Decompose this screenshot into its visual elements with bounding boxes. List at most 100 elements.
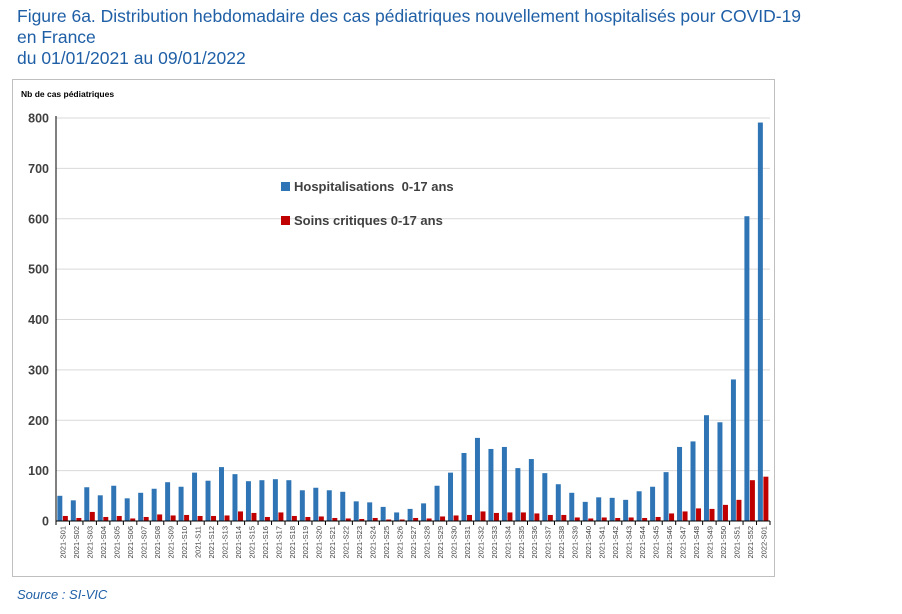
bar-hospitalisations-2021-S42 <box>609 497 615 521</box>
y-tick-label: 100 <box>28 464 49 478</box>
bar-soins-critiques-2021-S40 <box>588 518 594 521</box>
x-tick-label: 2021-S03 <box>86 526 95 559</box>
bar-hospitalisations-2021-S14 <box>232 474 238 521</box>
bar-soins-critiques-2021-S21 <box>332 517 338 521</box>
bar-hospitalisations-2021-S23 <box>353 501 359 521</box>
x-tick-label: 2021-S14 <box>234 526 243 559</box>
bar-soins-critiques-2021-S17 <box>278 512 284 521</box>
bar-soins-critiques-2021-S14 <box>238 511 243 521</box>
x-tick-label: 2021-S52 <box>746 526 755 559</box>
bar-soins-critiques-2021-S42 <box>615 517 621 521</box>
bar-soins-critiques-2021-S30 <box>453 515 459 521</box>
x-tick-label: 2021-S30 <box>449 526 458 559</box>
x-tick-label: 2021-S48 <box>692 526 701 559</box>
bar-hospitalisations-2021-S21 <box>326 490 332 521</box>
bar-hospitalisations-2021-S18 <box>286 480 292 521</box>
bar-hospitalisations-2021-S13 <box>219 467 224 521</box>
x-tick-label: 2021-S26 <box>396 526 405 559</box>
x-tick-label: 2021-S08 <box>153 526 162 559</box>
bar-soins-critiques-2021-S36 <box>534 513 540 521</box>
bar-soins-critiques-2021-S06 <box>130 518 136 521</box>
x-tick-label: 2021-S50 <box>719 526 728 559</box>
x-tick-label: 2021-S09 <box>167 526 176 559</box>
bar-soins-critiques-2021-S38 <box>561 514 567 521</box>
x-tick-label: 2021-S49 <box>705 526 714 559</box>
x-tick-label: 2021-S01 <box>59 526 68 559</box>
bar-hospitalisations-2021-S25 <box>380 506 386 521</box>
bar-hospitalisations-2021-S26 <box>394 512 400 521</box>
bar-soins-critiques-2021-S23 <box>359 518 365 521</box>
bar-hospitalisations-2021-S51 <box>730 379 736 521</box>
bar-soins-critiques-2021-S25 <box>386 519 392 521</box>
legend-label-soins-critiques: Soins critiques 0-17 ans <box>294 213 443 228</box>
x-tick-label: 2021-S33 <box>490 526 499 559</box>
bar-soins-critiques-2021-S07 <box>143 516 149 521</box>
bar-soins-critiques-2021-S47 <box>682 511 688 521</box>
x-tick-label: 2021-S27 <box>409 526 418 559</box>
bar-hospitalisations-2021-S52 <box>744 216 750 521</box>
y-tick-label: 600 <box>28 212 49 226</box>
y-tick-label: 700 <box>28 162 49 176</box>
bar-soins-critiques-2021-S52 <box>749 480 755 521</box>
y-axis-label: Nb de cas pédiatriques <box>21 89 114 99</box>
bar-soins-critiques-2021-S22 <box>345 518 351 521</box>
bar-hospitalisations-2021-S49 <box>703 415 709 521</box>
x-tick-label: 2021-S02 <box>72 526 81 559</box>
x-tick-label: 2021-S21 <box>328 526 337 559</box>
bar-hospitalisations-2021-S38 <box>555 484 561 521</box>
x-tick-label: 2021-S43 <box>625 526 634 559</box>
x-tick-label: 2021-S15 <box>247 526 256 559</box>
x-tick-label: 2021-S35 <box>517 526 526 559</box>
bar-hospitalisations-2021-S09 <box>165 482 171 521</box>
x-tick-label: 2021-S13 <box>220 526 229 559</box>
bar-soins-critiques-2021-S08 <box>157 514 163 521</box>
bar-hospitalisations-2021-S08 <box>151 488 157 521</box>
y-tick-label: 500 <box>28 263 49 277</box>
bars <box>57 122 769 521</box>
bar-hospitalisations-2021-S44 <box>636 491 642 521</box>
bar-hospitalisations-2021-S11 <box>192 472 198 521</box>
bar-soins-critiques-2021-S49 <box>709 508 715 521</box>
bar-soins-critiques-2021-S11 <box>197 515 203 521</box>
bar-soins-critiques-2021-S50 <box>722 504 728 521</box>
bar-hospitalisations-2022-S01 <box>757 122 763 521</box>
bar-soins-critiques-2021-S46 <box>669 513 675 521</box>
bar-soins-critiques-2021-S09 <box>170 515 176 521</box>
bar-hospitalisations-2021-S29 <box>434 485 440 521</box>
x-tick-label: 2021-S23 <box>355 526 364 559</box>
x-tick-label: 2021-S29 <box>436 526 445 559</box>
figure-title-line-2: en France <box>17 27 96 47</box>
chart-frame: Nb de cas pédiatriques 0 100 200 300 400 500 6… <box>12 79 775 577</box>
x-tick-label: 2021-S32 <box>476 526 485 559</box>
x-tick-label: 2021-S04 <box>99 526 108 559</box>
bar-soins-critiques-2021-S37 <box>547 514 553 521</box>
bar-soins-critiques-2021-S34 <box>507 512 513 521</box>
bar-hospitalisations-2021-S28 <box>421 503 427 521</box>
bar-hospitalisations-2021-S04 <box>97 495 103 521</box>
x-tick-label: 2021-S38 <box>557 526 566 559</box>
bar-soins-critiques-2021-S27 <box>413 517 419 521</box>
bar-soins-critiques-2021-S12 <box>211 515 217 521</box>
bar-hospitalisations-2021-S30 <box>448 472 454 521</box>
x-tick-label: 2021-S25 <box>382 526 391 559</box>
bar-hospitalisations-2021-S36 <box>528 459 534 521</box>
bar-hospitalisations-2021-S34 <box>501 446 507 521</box>
bar-hospitalisations-2021-S35 <box>515 468 521 521</box>
bar-hospitalisations-2021-S45 <box>650 486 656 521</box>
bar-soins-critiques-2021-S35 <box>520 512 526 521</box>
bar-hospitalisations-2021-S40 <box>582 501 588 521</box>
x-tick-label: 2021-S47 <box>678 526 687 559</box>
bar-hospitalisations-2021-S32 <box>474 437 480 521</box>
bar-soins-critiques-2021-S19 <box>305 516 311 521</box>
bar-hospitalisations-2021-S07 <box>138 492 144 521</box>
x-tick-label: 2021-S07 <box>140 526 149 559</box>
legend-swatch-hospitalisations <box>281 182 290 191</box>
bar-soins-critiques-2021-S29 <box>440 516 446 521</box>
bar-soins-critiques-2021-S39 <box>574 517 580 521</box>
bar-hospitalisations-2021-S27 <box>407 508 413 521</box>
x-tick-label: 2021-S05 <box>113 526 122 559</box>
y-tick-label: 0 <box>42 515 49 529</box>
bar-soins-critiques-2021-S51 <box>736 499 742 521</box>
y-tick-label: 400 <box>28 313 49 327</box>
x-tick-label: 2021-S40 <box>584 526 593 559</box>
